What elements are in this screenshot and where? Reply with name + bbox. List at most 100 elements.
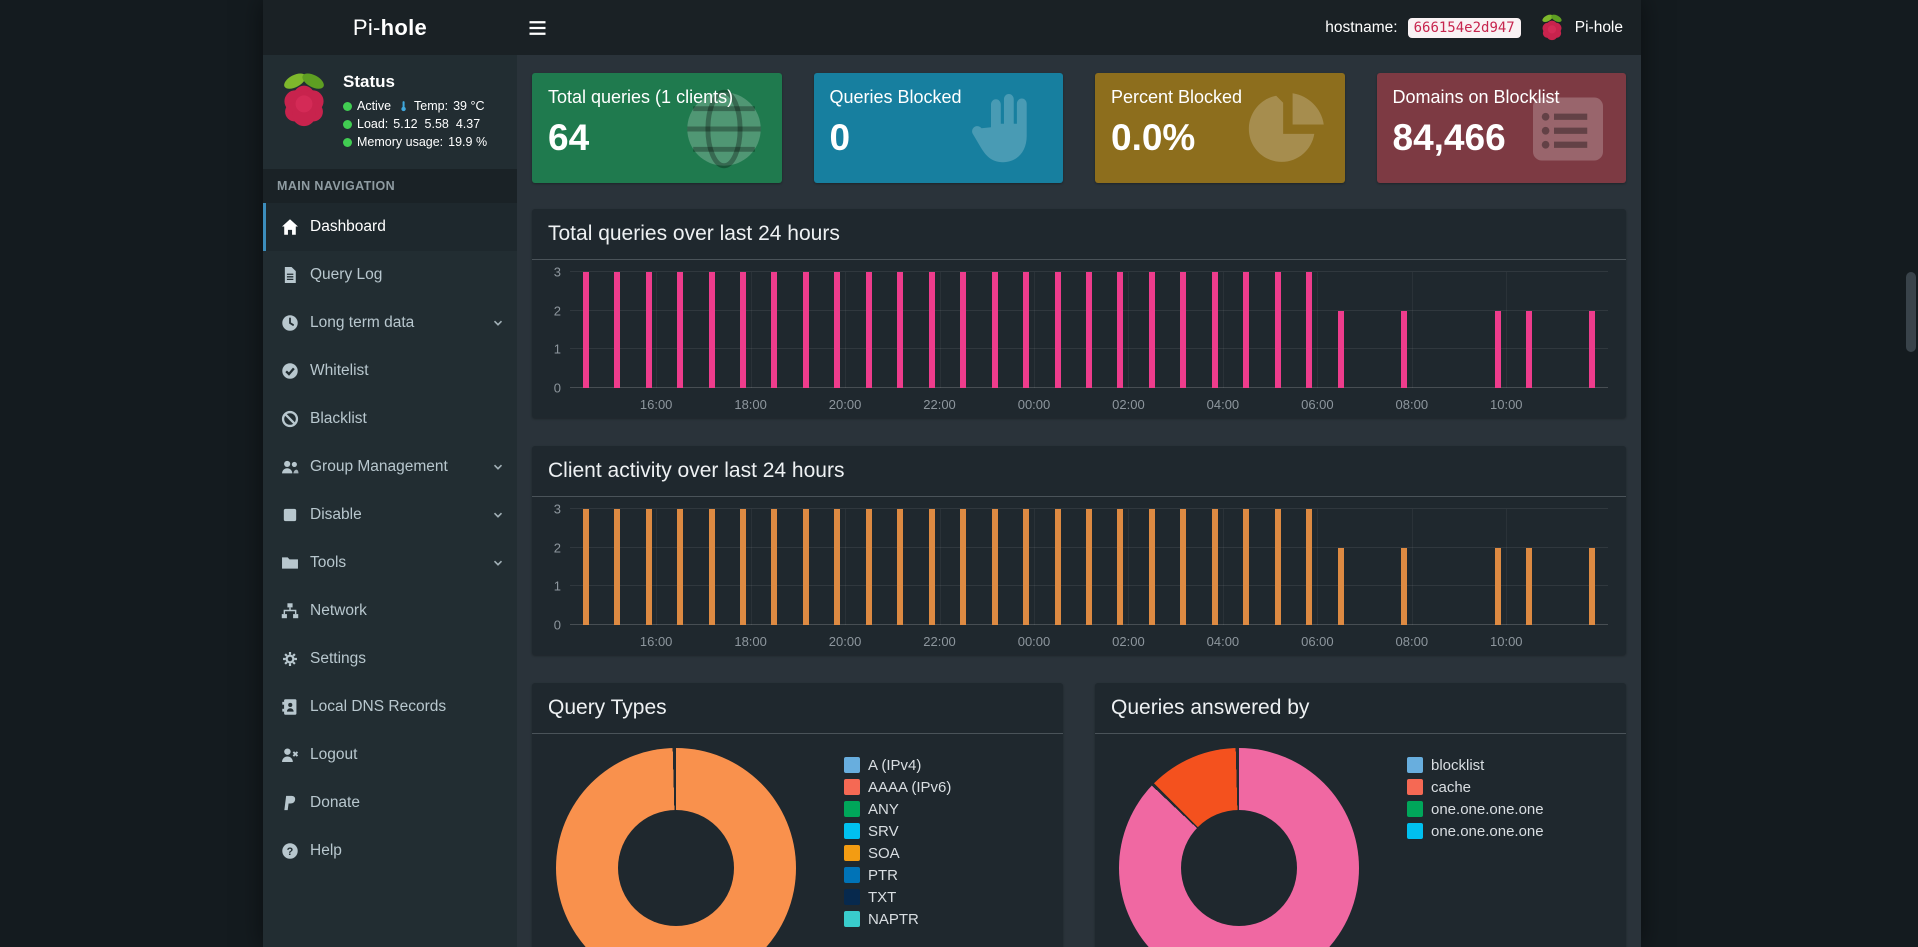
logo-text: Pi-hole [352,14,428,40]
scrollbar[interactable] [1904,0,1918,947]
legend-item[interactable]: TXT [844,886,951,908]
load-values: 5.12 5.58 4.37 [393,117,481,131]
bar [1180,509,1187,625]
hostname-badge: 666154e2d947 [1407,17,1521,38]
sidebar-item-label: Help [310,842,342,859]
sidebar-logo[interactable]: Pi-hole [263,0,517,55]
bar [991,509,998,625]
bar [1274,272,1281,388]
stat-card-title: Percent Blocked [1111,87,1243,107]
gridline [1033,509,1035,625]
load-label: Load: [357,117,389,131]
bar [1117,509,1124,625]
chevron-down-icon [491,460,505,474]
gridline [1411,509,1413,625]
gridline [845,509,847,625]
legend-item[interactable]: blocklist [1407,754,1544,776]
sidebar-item-tools[interactable]: Tools [263,539,517,587]
sidebar-item-settings[interactable]: Settings [263,635,517,683]
gridline [1128,272,1130,388]
legend-item[interactable]: cache [1407,776,1544,798]
status-ok-icon [343,137,352,147]
y-tick-label: 0 [553,617,561,633]
legend-item[interactable]: SRV [844,820,951,842]
legend-item[interactable]: AAAA (IPv6) [844,776,951,798]
chevron-down-icon [491,556,505,570]
bar [1148,509,1155,625]
y-tick-label: 2 [553,540,561,556]
sidebar-item-donate[interactable]: Donate [263,779,517,827]
legend-item[interactable]: NAPTR [844,908,951,930]
stat-card-value: 84,466 [1392,117,1506,158]
query-types-donut [556,748,796,947]
legend-item[interactable]: PTR [844,864,951,886]
bar [1054,272,1061,388]
gridline [750,509,752,625]
sidebar-item-whitelist[interactable]: Whitelist [263,347,517,395]
bar [645,272,652,388]
sidebar-item-blacklist[interactable]: Blacklist [263,395,517,443]
bar [708,509,715,625]
gridline [939,272,941,388]
legend-swatch [1407,801,1423,817]
scrollbar-thumb[interactable] [1906,272,1916,352]
legend-swatch [1407,757,1423,773]
sidebar-item-label: Dashboard [310,218,386,235]
box-query-types: Query Types A (IPv4) AAAA (IPv6) ANY SRV SOA… [532,683,1063,947]
chevron-down-icon [491,508,505,522]
gridline [750,272,752,388]
sidebar-item-long-term-data[interactable]: Long term data [263,299,517,347]
x-axis: 16:00 18:00 20:00 22:00 00:00 02:00 04:00 06:00… [570,625,1608,653]
x-tick-label: 10:00 [1489,634,1523,649]
check-circle-icon [281,362,299,380]
box-title: Total queries over last 24 hours [532,209,1626,260]
legend-item[interactable]: one.one.one.one [1407,798,1544,820]
x-tick-label: 06:00 [1301,397,1334,412]
gridline [1317,272,1319,388]
sidebar-item-disable[interactable]: Disable [263,491,517,539]
status-panel: Status Active Temp: 39 °C Load: 5.12 5.5… [263,55,517,169]
sidebar-item-group-management[interactable]: Group Management [263,443,517,491]
gridline [656,509,658,625]
gridline [939,509,941,625]
sidebar-item-help[interactable]: ? Help [263,827,517,875]
x-tick-label: 00:00 [1017,397,1051,412]
sidebar-item-logout[interactable]: Logout [263,731,517,779]
bar [928,509,935,625]
legend-item[interactable]: A (IPv4) [844,754,951,776]
sidebar: Status Active Temp: 39 °C Load: 5.12 5.5… [263,55,517,947]
legend-item[interactable]: one.one.one.one [1407,820,1544,842]
sidebar-item-network[interactable]: Network [263,587,517,635]
raspberry-icon [1539,13,1565,42]
y-tick-label: 3 [553,501,561,517]
bar [960,272,967,388]
bar [1023,272,1030,388]
navbar-right-group: hostname: 666154e2d947 Pi-hole [1325,13,1641,42]
sidebar-item-label: Donate [310,794,360,811]
x-tick-label: 08:00 [1395,634,1429,649]
x-tick-label: 18:00 [734,634,767,649]
legend-item[interactable]: SOA [844,842,951,864]
stat-card-total-queries: Total queries (1 clients) 64 [532,73,782,183]
sidebar-item-label: Whitelist [310,362,369,379]
legend-label: NAPTR [868,910,919,928]
legend-swatch [844,867,860,883]
bar [1180,272,1187,388]
sidebar-item-dashboard[interactable]: Dashboard [263,203,517,251]
temp-value: 39 °C [453,99,485,113]
box-queries-answered-by: Queries answered by blocklist cache one.on… [1095,683,1626,947]
gridline [570,508,1608,509]
sidebar-item-query-log[interactable]: Query Log [263,251,517,299]
memory-label: Memory usage: [357,135,444,149]
sidebar-toggle-button[interactable] [517,0,569,55]
queries-answered-chart: blocklist cache one.one.one.one one.one.one… [1095,734,1626,947]
gridline [1222,272,1224,388]
gridline [1506,272,1508,388]
legend-item[interactable]: ANY [844,798,951,820]
bar [582,509,589,625]
sidebar-item-local-dns-records[interactable]: Local DNS Records [263,683,517,731]
chart-pie-icon [1245,87,1329,171]
status-load-line: Load: 5.12 5.58 4.37 [343,117,487,131]
x-tick-label: 00:00 [1017,634,1051,649]
